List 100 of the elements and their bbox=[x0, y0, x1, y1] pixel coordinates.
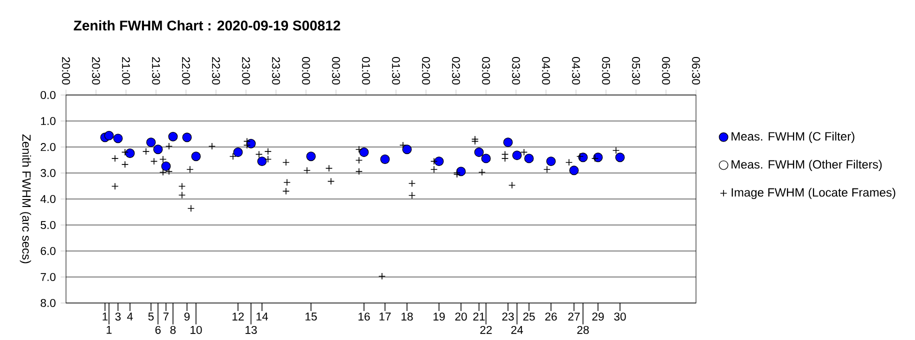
point bbox=[282, 188, 290, 195]
x-tick-label: 01:30 bbox=[392, 57, 400, 85]
point bbox=[121, 160, 129, 168]
point bbox=[182, 132, 192, 142]
point bbox=[178, 182, 186, 190]
point bbox=[165, 142, 173, 150]
x-tick-label: 03:30 bbox=[512, 57, 520, 85]
point bbox=[576, 152, 584, 160]
point bbox=[233, 147, 243, 157]
point bbox=[501, 150, 509, 158]
point bbox=[430, 158, 438, 165]
x-tick-label: 04:30 bbox=[572, 57, 580, 85]
text: 1 bbox=[106, 326, 112, 334]
point bbox=[501, 154, 509, 162]
point bbox=[471, 138, 479, 145]
point bbox=[153, 144, 163, 154]
text: 21 bbox=[473, 312, 485, 321]
text: 4 bbox=[127, 312, 133, 320]
point bbox=[282, 158, 290, 166]
x-tick-label: 05:30 bbox=[632, 57, 640, 85]
point bbox=[121, 148, 129, 156]
point bbox=[569, 166, 579, 176]
point bbox=[325, 164, 333, 172]
legend-label: Image FWHM (Locate Frames) bbox=[732, 188, 896, 200]
point bbox=[264, 156, 272, 163]
point bbox=[243, 142, 251, 149]
point bbox=[111, 182, 119, 190]
text: 10 bbox=[190, 326, 202, 334]
x-tick-label: 00:30 bbox=[332, 57, 340, 85]
point bbox=[481, 154, 491, 164]
text: 18 bbox=[402, 312, 413, 321]
y-axis-title: Zenith FWHM (arc secs) bbox=[20, 134, 32, 264]
x-tick-label: 05:00 bbox=[602, 57, 610, 85]
text: 1 bbox=[102, 312, 108, 320]
point bbox=[355, 146, 363, 153]
point bbox=[191, 152, 201, 162]
y-tick-label: 8.0 bbox=[40, 299, 56, 308]
x-tick-label: 21:00 bbox=[122, 57, 130, 85]
point bbox=[355, 156, 363, 164]
point bbox=[508, 182, 516, 189]
point bbox=[303, 166, 311, 174]
point bbox=[208, 142, 216, 150]
text: 12 bbox=[232, 312, 244, 321]
text: 17 bbox=[380, 312, 391, 320]
point bbox=[399, 142, 407, 149]
point bbox=[355, 168, 363, 176]
point bbox=[125, 148, 135, 158]
point bbox=[520, 148, 528, 156]
text: 7 bbox=[163, 312, 169, 320]
point bbox=[615, 152, 625, 162]
text: 24 bbox=[511, 326, 523, 334]
x-tick-label: 01:00 bbox=[362, 57, 370, 85]
x-tick-label: 20:30 bbox=[92, 57, 100, 85]
point bbox=[159, 168, 167, 176]
text: 13 bbox=[246, 326, 257, 334]
y-tick-label: 7.0 bbox=[40, 273, 56, 282]
point bbox=[104, 130, 114, 140]
text: 20 bbox=[455, 312, 467, 321]
point bbox=[142, 148, 150, 156]
text: 14 bbox=[256, 312, 268, 320]
point bbox=[161, 162, 171, 171]
y-tick-label: 6.0 bbox=[40, 247, 56, 256]
point bbox=[150, 158, 158, 165]
text: 15 bbox=[306, 312, 317, 321]
y-tick-label: 1.0 bbox=[41, 117, 56, 126]
point bbox=[474, 147, 484, 157]
x-tick-label: 22:30 bbox=[212, 57, 220, 85]
text: 9 bbox=[184, 312, 190, 321]
text: 26 bbox=[545, 312, 557, 321]
x-tick-label: 04:00 bbox=[542, 57, 550, 85]
point bbox=[380, 154, 390, 164]
point bbox=[327, 178, 335, 185]
point bbox=[186, 166, 194, 173]
point bbox=[264, 148, 272, 156]
text: 25 bbox=[523, 312, 535, 321]
y-tick-label: 3.0 bbox=[40, 169, 56, 178]
point bbox=[408, 192, 416, 199]
point bbox=[306, 152, 316, 162]
point bbox=[165, 168, 173, 176]
x-tick-label: 00:00 bbox=[302, 57, 310, 85]
point bbox=[359, 147, 369, 157]
y-tick-label: 0.0 bbox=[40, 91, 56, 100]
x-tick-label: 22:00 bbox=[182, 57, 190, 85]
x-tick-label: 20:00 bbox=[62, 57, 70, 85]
point bbox=[146, 138, 156, 148]
x-tick-label: 02:00 bbox=[422, 57, 430, 85]
x-tick-label: 02:30 bbox=[452, 57, 460, 85]
point bbox=[111, 154, 119, 162]
point bbox=[168, 132, 178, 142]
point bbox=[283, 178, 291, 186]
point bbox=[402, 144, 412, 154]
x-tick-label: 03:00 bbox=[482, 57, 490, 85]
legend-label: Meas. FWHM (Other Filters) bbox=[732, 160, 882, 172]
point bbox=[543, 166, 551, 173]
point bbox=[243, 138, 251, 145]
x-tick-label: 06:30 bbox=[692, 57, 700, 85]
text: 30 bbox=[614, 312, 626, 321]
point bbox=[565, 158, 573, 166]
point bbox=[178, 192, 186, 199]
text: 5 bbox=[148, 312, 154, 321]
